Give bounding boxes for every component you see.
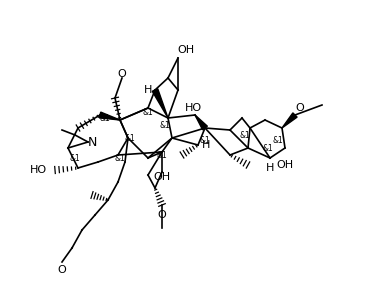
Polygon shape	[282, 113, 297, 128]
Text: HO: HO	[30, 165, 47, 175]
Text: OH: OH	[178, 45, 195, 55]
Text: &1: &1	[240, 131, 250, 139]
Text: O: O	[296, 103, 305, 113]
Text: H: H	[266, 163, 274, 173]
Text: O: O	[158, 210, 166, 220]
Polygon shape	[195, 115, 207, 130]
Text: &1: &1	[100, 113, 110, 123]
Polygon shape	[99, 112, 120, 120]
Text: O: O	[118, 69, 127, 79]
Text: &1: &1	[115, 154, 125, 163]
Polygon shape	[152, 89, 168, 118]
Text: OH: OH	[154, 172, 171, 182]
Text: &1: &1	[263, 144, 273, 152]
Text: HO: HO	[184, 103, 202, 113]
Text: O: O	[58, 265, 66, 275]
Text: &1: &1	[200, 136, 211, 144]
Text: H: H	[144, 85, 152, 95]
Text: &1: &1	[70, 154, 80, 163]
Text: &1: &1	[273, 136, 283, 144]
Text: &1: &1	[157, 150, 167, 160]
Text: H: H	[202, 140, 210, 150]
Text: &1: &1	[142, 107, 154, 117]
Text: &1: &1	[125, 133, 135, 142]
Text: N: N	[87, 136, 97, 149]
Text: OH: OH	[276, 160, 293, 170]
Text: &1: &1	[159, 120, 170, 130]
